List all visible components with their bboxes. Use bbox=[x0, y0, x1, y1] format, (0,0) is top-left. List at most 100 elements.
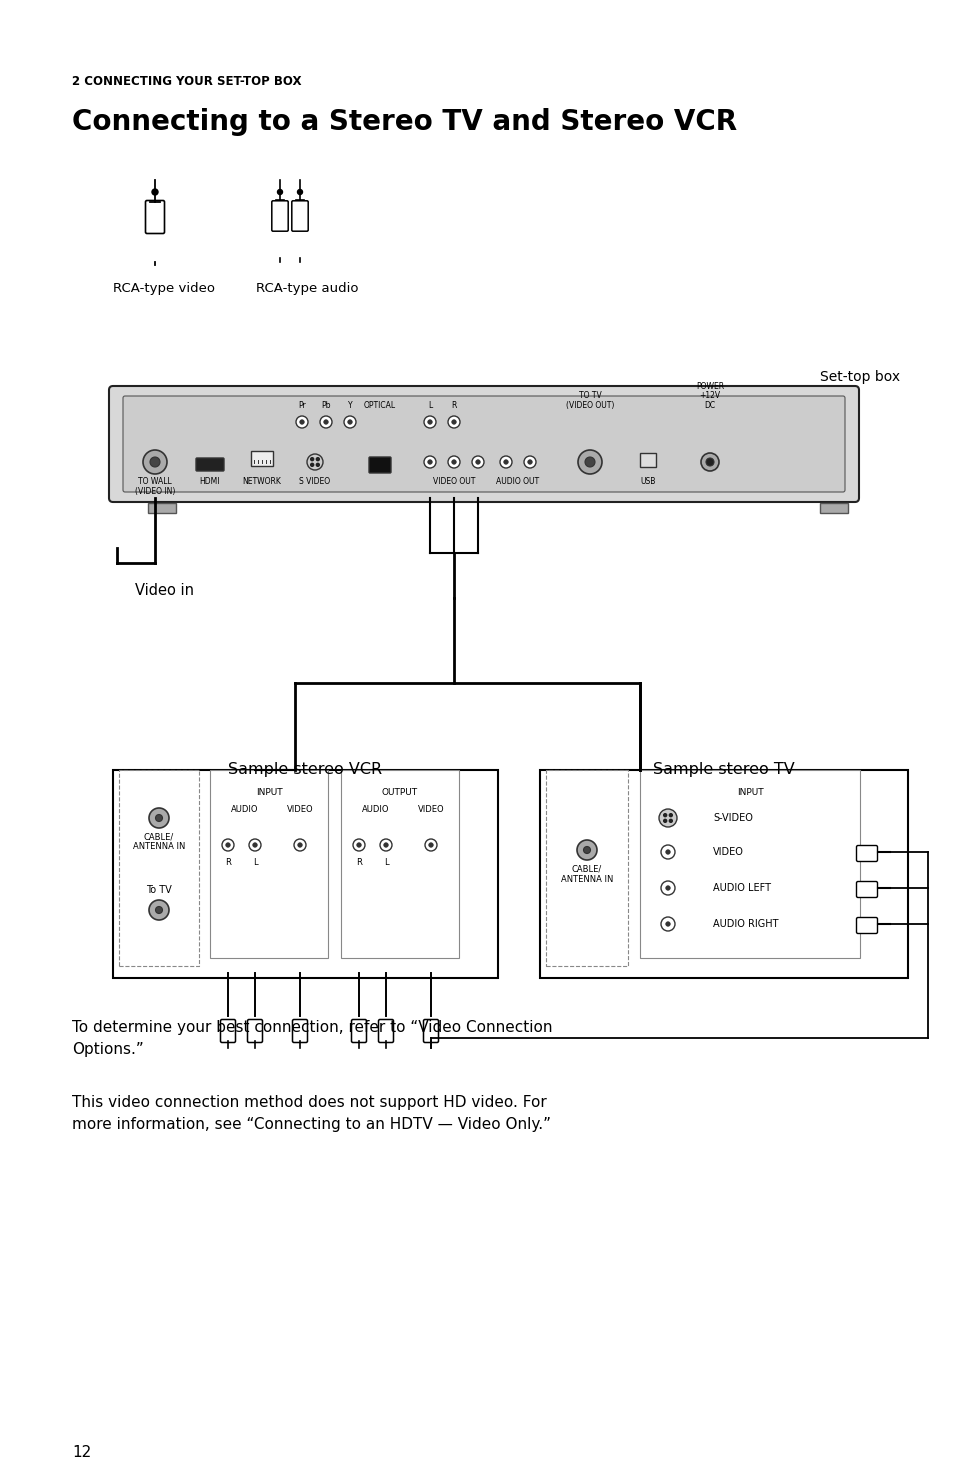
Circle shape bbox=[249, 839, 261, 851]
Circle shape bbox=[659, 808, 677, 827]
Text: TO TV
(VIDEO OUT): TO TV (VIDEO OUT) bbox=[565, 391, 614, 410]
Circle shape bbox=[423, 456, 436, 468]
Circle shape bbox=[311, 457, 314, 460]
Circle shape bbox=[294, 839, 306, 851]
Circle shape bbox=[428, 842, 433, 847]
Circle shape bbox=[448, 456, 459, 468]
Text: R: R bbox=[355, 858, 361, 867]
Circle shape bbox=[226, 842, 230, 847]
Text: CABLE/
ANTENNA IN: CABLE/ ANTENNA IN bbox=[132, 832, 185, 851]
Circle shape bbox=[356, 842, 361, 847]
FancyBboxPatch shape bbox=[272, 201, 288, 232]
Circle shape bbox=[149, 900, 169, 920]
Circle shape bbox=[424, 839, 436, 851]
Circle shape bbox=[700, 453, 719, 471]
Circle shape bbox=[665, 886, 670, 891]
Bar bbox=[545, 770, 627, 966]
Circle shape bbox=[472, 456, 483, 468]
Circle shape bbox=[665, 922, 670, 926]
Text: HDMI: HDMI bbox=[199, 476, 220, 485]
Circle shape bbox=[155, 814, 162, 822]
FancyBboxPatch shape bbox=[378, 1019, 393, 1043]
Circle shape bbox=[527, 460, 532, 465]
Text: Video in: Video in bbox=[135, 583, 193, 597]
FancyBboxPatch shape bbox=[220, 1019, 235, 1043]
Text: Connecting to a Stereo TV and Stereo VCR: Connecting to a Stereo TV and Stereo VCR bbox=[71, 108, 737, 136]
Bar bbox=[539, 770, 907, 978]
Text: Y: Y bbox=[347, 401, 352, 410]
Bar bbox=[820, 503, 847, 513]
Circle shape bbox=[353, 839, 365, 851]
Circle shape bbox=[452, 420, 456, 425]
Circle shape bbox=[222, 839, 233, 851]
Text: RCA-type video: RCA-type video bbox=[112, 282, 214, 295]
Circle shape bbox=[149, 808, 169, 827]
Text: L: L bbox=[428, 401, 432, 410]
Text: AUDIO: AUDIO bbox=[362, 805, 390, 814]
Bar bbox=[639, 770, 859, 957]
Circle shape bbox=[423, 416, 436, 428]
Text: INPUT: INPUT bbox=[736, 788, 762, 797]
Text: Pr: Pr bbox=[297, 401, 306, 410]
Circle shape bbox=[299, 420, 304, 425]
Circle shape bbox=[578, 450, 601, 473]
Circle shape bbox=[253, 842, 257, 847]
Text: RCA-type audio: RCA-type audio bbox=[255, 282, 358, 295]
FancyBboxPatch shape bbox=[856, 882, 877, 897]
Text: To TV: To TV bbox=[146, 885, 172, 895]
Circle shape bbox=[152, 189, 158, 195]
Circle shape bbox=[297, 189, 302, 195]
Text: L: L bbox=[383, 858, 388, 867]
Circle shape bbox=[297, 842, 302, 847]
Circle shape bbox=[448, 416, 459, 428]
Text: INPUT: INPUT bbox=[255, 788, 282, 797]
Circle shape bbox=[344, 416, 355, 428]
Circle shape bbox=[584, 457, 595, 468]
Text: VIDEO: VIDEO bbox=[287, 805, 313, 814]
Circle shape bbox=[323, 420, 328, 425]
Circle shape bbox=[427, 420, 432, 425]
Text: AUDIO LEFT: AUDIO LEFT bbox=[712, 884, 770, 892]
Text: TO WALL
(VIDEO IN): TO WALL (VIDEO IN) bbox=[134, 476, 175, 497]
FancyBboxPatch shape bbox=[247, 1019, 262, 1043]
Bar bbox=[112, 770, 497, 978]
Bar bbox=[340, 770, 458, 957]
Text: AUDIO: AUDIO bbox=[231, 805, 258, 814]
Circle shape bbox=[669, 814, 672, 817]
Text: OPTICAL: OPTICAL bbox=[363, 401, 395, 410]
FancyBboxPatch shape bbox=[423, 1019, 438, 1043]
Circle shape bbox=[577, 839, 597, 860]
Circle shape bbox=[427, 460, 432, 465]
Text: 2 CONNECTING YOUR SET-TOP BOX: 2 CONNECTING YOUR SET-TOP BOX bbox=[71, 75, 301, 88]
FancyBboxPatch shape bbox=[292, 201, 308, 232]
Circle shape bbox=[307, 454, 323, 471]
Text: VIDEO: VIDEO bbox=[712, 847, 743, 857]
Bar bbox=[148, 503, 175, 513]
FancyBboxPatch shape bbox=[856, 845, 877, 861]
Circle shape bbox=[663, 819, 666, 823]
Text: Pb: Pb bbox=[321, 401, 331, 410]
Circle shape bbox=[503, 460, 508, 465]
Text: NETWORK: NETWORK bbox=[242, 476, 281, 485]
Text: CABLE/
ANTENNA IN: CABLE/ ANTENNA IN bbox=[560, 864, 613, 885]
Circle shape bbox=[316, 463, 319, 466]
Circle shape bbox=[669, 819, 672, 823]
Text: To determine your best connection, refer to “Video Connection
Options.”: To determine your best connection, refer… bbox=[71, 1021, 552, 1058]
Circle shape bbox=[379, 839, 392, 851]
FancyBboxPatch shape bbox=[123, 395, 844, 493]
FancyBboxPatch shape bbox=[195, 459, 224, 471]
Circle shape bbox=[523, 456, 536, 468]
Circle shape bbox=[476, 460, 479, 465]
Circle shape bbox=[319, 416, 332, 428]
Circle shape bbox=[660, 881, 675, 895]
Text: L: L bbox=[253, 858, 257, 867]
Bar bbox=[251, 451, 273, 466]
FancyBboxPatch shape bbox=[369, 457, 391, 473]
Circle shape bbox=[665, 850, 670, 854]
Text: AUDIO RIGHT: AUDIO RIGHT bbox=[712, 919, 778, 929]
FancyBboxPatch shape bbox=[146, 201, 164, 233]
Circle shape bbox=[705, 459, 713, 466]
Circle shape bbox=[499, 456, 512, 468]
Circle shape bbox=[155, 907, 162, 913]
Text: S-VIDEO: S-VIDEO bbox=[712, 813, 752, 823]
